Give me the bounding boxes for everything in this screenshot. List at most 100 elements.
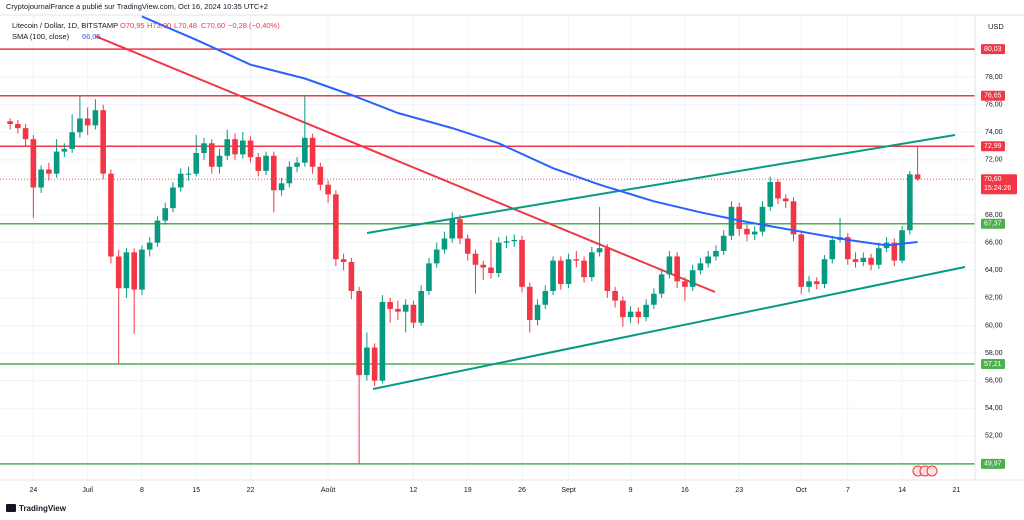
currency: USD bbox=[988, 22, 1004, 31]
ohlc-change: −0,28 (−0,40%) bbox=[228, 21, 280, 30]
candle-body bbox=[798, 234, 805, 287]
x-tick-label: 24 bbox=[29, 487, 37, 494]
y-tick-label: 74,00 bbox=[985, 129, 1003, 136]
x-tick-label: Août bbox=[321, 487, 335, 494]
candle-body bbox=[813, 281, 820, 285]
candle-body bbox=[53, 151, 60, 174]
candles bbox=[7, 96, 921, 464]
logo: TradingView bbox=[6, 504, 67, 513]
candle-body bbox=[573, 259, 580, 261]
candle-body bbox=[239, 140, 246, 155]
candle-body bbox=[333, 194, 339, 260]
candle-body bbox=[232, 139, 238, 155]
axes: 52,00 54,00 56,00 58,00 60,00 62,00 64,00 66,00… bbox=[29, 44, 1017, 494]
indicator: SMA (100, close) bbox=[12, 32, 70, 41]
candle-body bbox=[720, 235, 727, 251]
x-tick-label: 8 bbox=[140, 487, 144, 494]
candle-body bbox=[899, 230, 905, 261]
x-tick-label: 15 bbox=[192, 487, 200, 494]
candle-body bbox=[100, 110, 106, 174]
trend-line bbox=[372, 266, 966, 390]
candle-body bbox=[581, 260, 587, 278]
levels bbox=[0, 48, 975, 465]
candle-body bbox=[7, 121, 13, 125]
logo-icon bbox=[6, 504, 16, 512]
candle-body bbox=[751, 231, 758, 235]
candle-body bbox=[216, 155, 223, 167]
candle-body bbox=[340, 259, 347, 262]
level-tag bbox=[981, 358, 1005, 369]
level-tag bbox=[981, 90, 1005, 101]
candle-body bbox=[876, 248, 882, 265]
attribution: CryptojournalFrance a publié sur Trading… bbox=[6, 2, 268, 11]
candle-body bbox=[364, 347, 370, 376]
candle-body bbox=[449, 219, 456, 239]
candle-body bbox=[744, 228, 750, 235]
candle-body bbox=[402, 304, 409, 312]
indicator-value: 66,05 bbox=[82, 32, 101, 41]
candle-body bbox=[255, 157, 262, 171]
candle-body bbox=[146, 242, 153, 250]
candle-body bbox=[15, 124, 21, 129]
candle-body bbox=[589, 252, 595, 278]
candle-body bbox=[170, 187, 176, 209]
candle-body bbox=[682, 281, 688, 287]
candle-body bbox=[294, 162, 300, 167]
candle-body bbox=[38, 169, 44, 188]
candle-body bbox=[511, 239, 518, 242]
candle-body bbox=[46, 169, 52, 174]
x-tick-label: Sept bbox=[561, 487, 575, 494]
candle-body bbox=[271, 155, 277, 191]
candle-body bbox=[860, 257, 867, 262]
candle-body bbox=[907, 174, 913, 231]
candle-body bbox=[193, 152, 200, 174]
sma-line bbox=[141, 15, 918, 247]
countdown: 15:24:26 bbox=[984, 185, 1011, 192]
y-tick-label: 58,00 bbox=[985, 350, 1003, 357]
candle-body bbox=[77, 118, 83, 133]
candle-body bbox=[534, 304, 541, 320]
candle-body bbox=[185, 173, 192, 175]
candle-body bbox=[526, 286, 533, 320]
candle-body bbox=[139, 249, 145, 290]
candle-body bbox=[247, 140, 254, 158]
candle-body bbox=[759, 206, 766, 232]
candle-body bbox=[356, 290, 362, 376]
candle-body bbox=[162, 208, 169, 221]
x-tick-label: 9 bbox=[629, 487, 633, 494]
x-tick-label: 21 bbox=[952, 487, 960, 494]
candle-body bbox=[806, 281, 812, 287]
candle-body bbox=[84, 118, 91, 126]
candle-body bbox=[674, 256, 680, 282]
x-tick-label: Juil bbox=[82, 487, 93, 494]
trend-line bbox=[94, 35, 716, 293]
candle-body bbox=[371, 347, 378, 381]
symbol: Litecoin / Dollar, 1D, BITSTAMP bbox=[12, 21, 118, 30]
flags bbox=[912, 465, 938, 477]
candle-body bbox=[418, 290, 424, 323]
x-tick-label: 22 bbox=[247, 487, 255, 494]
candle-body bbox=[457, 219, 463, 239]
candle-body bbox=[379, 302, 386, 381]
candle-body bbox=[309, 137, 316, 167]
candle-body bbox=[666, 256, 673, 275]
ohlc-low: L70,48 bbox=[174, 21, 197, 30]
candle-body bbox=[348, 261, 355, 291]
candle-body bbox=[278, 183, 285, 191]
level-tag bbox=[981, 141, 1005, 152]
y-tick-label: 64,00 bbox=[985, 267, 1003, 274]
trend-line bbox=[366, 134, 956, 234]
y-tick-label: 60,00 bbox=[985, 322, 1003, 329]
candle-body bbox=[108, 173, 114, 257]
level-tag bbox=[981, 458, 1005, 469]
y-tick-label: 62,00 bbox=[985, 295, 1003, 302]
candle-body bbox=[775, 181, 781, 199]
candle-body bbox=[69, 132, 75, 149]
y-tick-label: 52,00 bbox=[985, 433, 1003, 440]
candle-body bbox=[868, 257, 874, 265]
candle-body bbox=[728, 206, 735, 236]
candle-body bbox=[596, 248, 603, 253]
candle-body bbox=[302, 137, 308, 163]
candle-body bbox=[844, 237, 851, 260]
